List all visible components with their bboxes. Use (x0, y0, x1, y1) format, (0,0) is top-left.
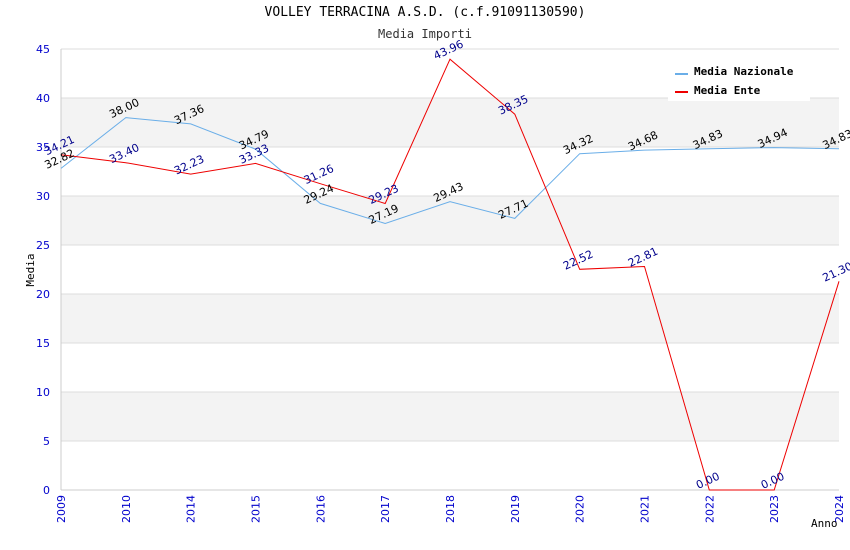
y-tick-label: 30 (36, 190, 50, 203)
x-tick-label: 2010 (120, 495, 133, 523)
legend: Media Nazionale Media Ente (668, 60, 810, 101)
data-label-media-ente: 43.96 (431, 37, 465, 62)
background-bands (61, 98, 839, 441)
y-tick-label: 10 (36, 386, 50, 399)
y-tick-label: 25 (36, 239, 50, 252)
x-tick-label: 2022 (703, 495, 716, 523)
background-band (61, 196, 839, 245)
y-axis-title: Media (24, 253, 37, 286)
x-tick-label: 2020 (574, 495, 587, 523)
y-tick-label: 15 (36, 337, 50, 350)
y-tick-label: 20 (36, 288, 50, 301)
x-axis-title: Anno (811, 517, 838, 530)
x-axis-ticks: 2009 2010 2014 2015 2016 2017 2018 2019 2020 2021… (55, 495, 846, 523)
x-tick-label: 2023 (768, 495, 781, 523)
y-tick-label: 40 (36, 92, 50, 105)
data-label-media-ente: 0.00 (694, 470, 722, 492)
x-tick-label: 2015 (250, 495, 263, 523)
data-label-media-ente: 0.00 (759, 470, 787, 492)
x-tick-label: 2021 (639, 495, 652, 523)
legend-label-media-nazionale: Media Nazionale (694, 65, 794, 78)
y-tick-label: 0 (43, 484, 50, 497)
legend-label-media-ente: Media Ente (694, 84, 761, 97)
chart-title: VOLLEY TERRACINA A.S.D. (c.f.91091130590… (264, 5, 586, 20)
x-tick-label: 2016 (314, 495, 327, 523)
y-axis-ticks: 0 5 10 15 20 25 30 35 40 45 (36, 43, 50, 497)
x-tick-label: 2018 (444, 495, 457, 523)
y-tick-label: 35 (36, 141, 50, 154)
chart-subtitle: Media Importi (378, 27, 472, 41)
x-tick-label: 2009 (55, 495, 68, 523)
series-lines (60, 58, 840, 491)
y-tick-label: 5 (43, 435, 50, 448)
background-band (61, 294, 839, 343)
series-line-media-ente (60, 58, 840, 491)
x-tick-label: 2024 (833, 495, 846, 523)
x-tick-label: 2019 (509, 495, 522, 523)
data-label-media-ente: 21.30 (820, 260, 850, 285)
background-band (61, 98, 839, 147)
x-tick-label: 2017 (379, 495, 392, 523)
y-tick-label: 45 (36, 43, 50, 56)
series-line-media-nazionale (60, 117, 840, 225)
x-tick-label: 2014 (185, 495, 198, 523)
background-band (61, 392, 839, 441)
legend-box (668, 60, 810, 101)
